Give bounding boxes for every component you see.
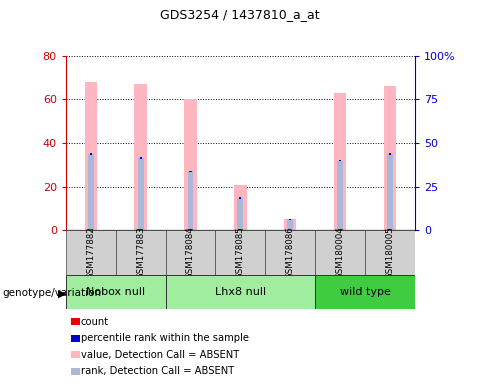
Bar: [134, 84, 147, 230]
Bar: [315, 230, 365, 275]
Bar: [116, 230, 165, 275]
Bar: [90, 153, 92, 155]
Text: wild type: wild type: [340, 287, 390, 297]
Bar: [284, 220, 296, 230]
Bar: [239, 197, 242, 199]
Bar: [237, 198, 244, 230]
Bar: [189, 170, 192, 172]
Bar: [287, 220, 293, 230]
Text: value, Detection Call = ABSENT: value, Detection Call = ABSENT: [81, 350, 239, 360]
Bar: [66, 230, 116, 275]
Text: GSM178085: GSM178085: [236, 226, 245, 279]
Text: rank, Detection Call = ABSENT: rank, Detection Call = ABSENT: [81, 366, 234, 376]
Bar: [138, 158, 143, 230]
Bar: [387, 154, 393, 230]
Bar: [88, 228, 93, 230]
Bar: [187, 171, 193, 230]
Text: GSM177882: GSM177882: [86, 226, 95, 279]
Bar: [315, 275, 415, 309]
Bar: [138, 228, 143, 230]
Bar: [88, 154, 94, 230]
Bar: [165, 275, 315, 309]
Bar: [188, 228, 193, 230]
Text: percentile rank within the sample: percentile rank within the sample: [81, 333, 248, 343]
Bar: [365, 230, 415, 275]
Bar: [389, 153, 391, 155]
Text: GSM178084: GSM178084: [186, 226, 195, 279]
Text: Lhx8 null: Lhx8 null: [215, 287, 266, 297]
Bar: [334, 93, 346, 230]
Text: GSM180004: GSM180004: [336, 226, 345, 279]
Bar: [289, 218, 291, 220]
Text: GSM180005: GSM180005: [386, 226, 394, 279]
Bar: [337, 161, 343, 230]
Bar: [238, 228, 243, 230]
Bar: [140, 157, 142, 159]
Text: GSM178086: GSM178086: [285, 226, 295, 279]
Bar: [215, 230, 265, 275]
Bar: [339, 160, 341, 161]
Bar: [184, 99, 197, 230]
Bar: [387, 228, 392, 230]
Text: ▶: ▶: [58, 288, 66, 298]
Text: GSM177883: GSM177883: [136, 226, 145, 279]
Text: Nobox null: Nobox null: [86, 287, 145, 297]
Bar: [338, 228, 343, 230]
Bar: [84, 82, 97, 230]
Text: count: count: [81, 317, 109, 327]
Bar: [384, 86, 396, 230]
Bar: [165, 230, 215, 275]
Bar: [234, 185, 246, 230]
Bar: [66, 275, 165, 309]
Text: GDS3254 / 1437810_a_at: GDS3254 / 1437810_a_at: [160, 8, 320, 22]
Bar: [265, 230, 315, 275]
Text: genotype/variation: genotype/variation: [2, 288, 102, 298]
